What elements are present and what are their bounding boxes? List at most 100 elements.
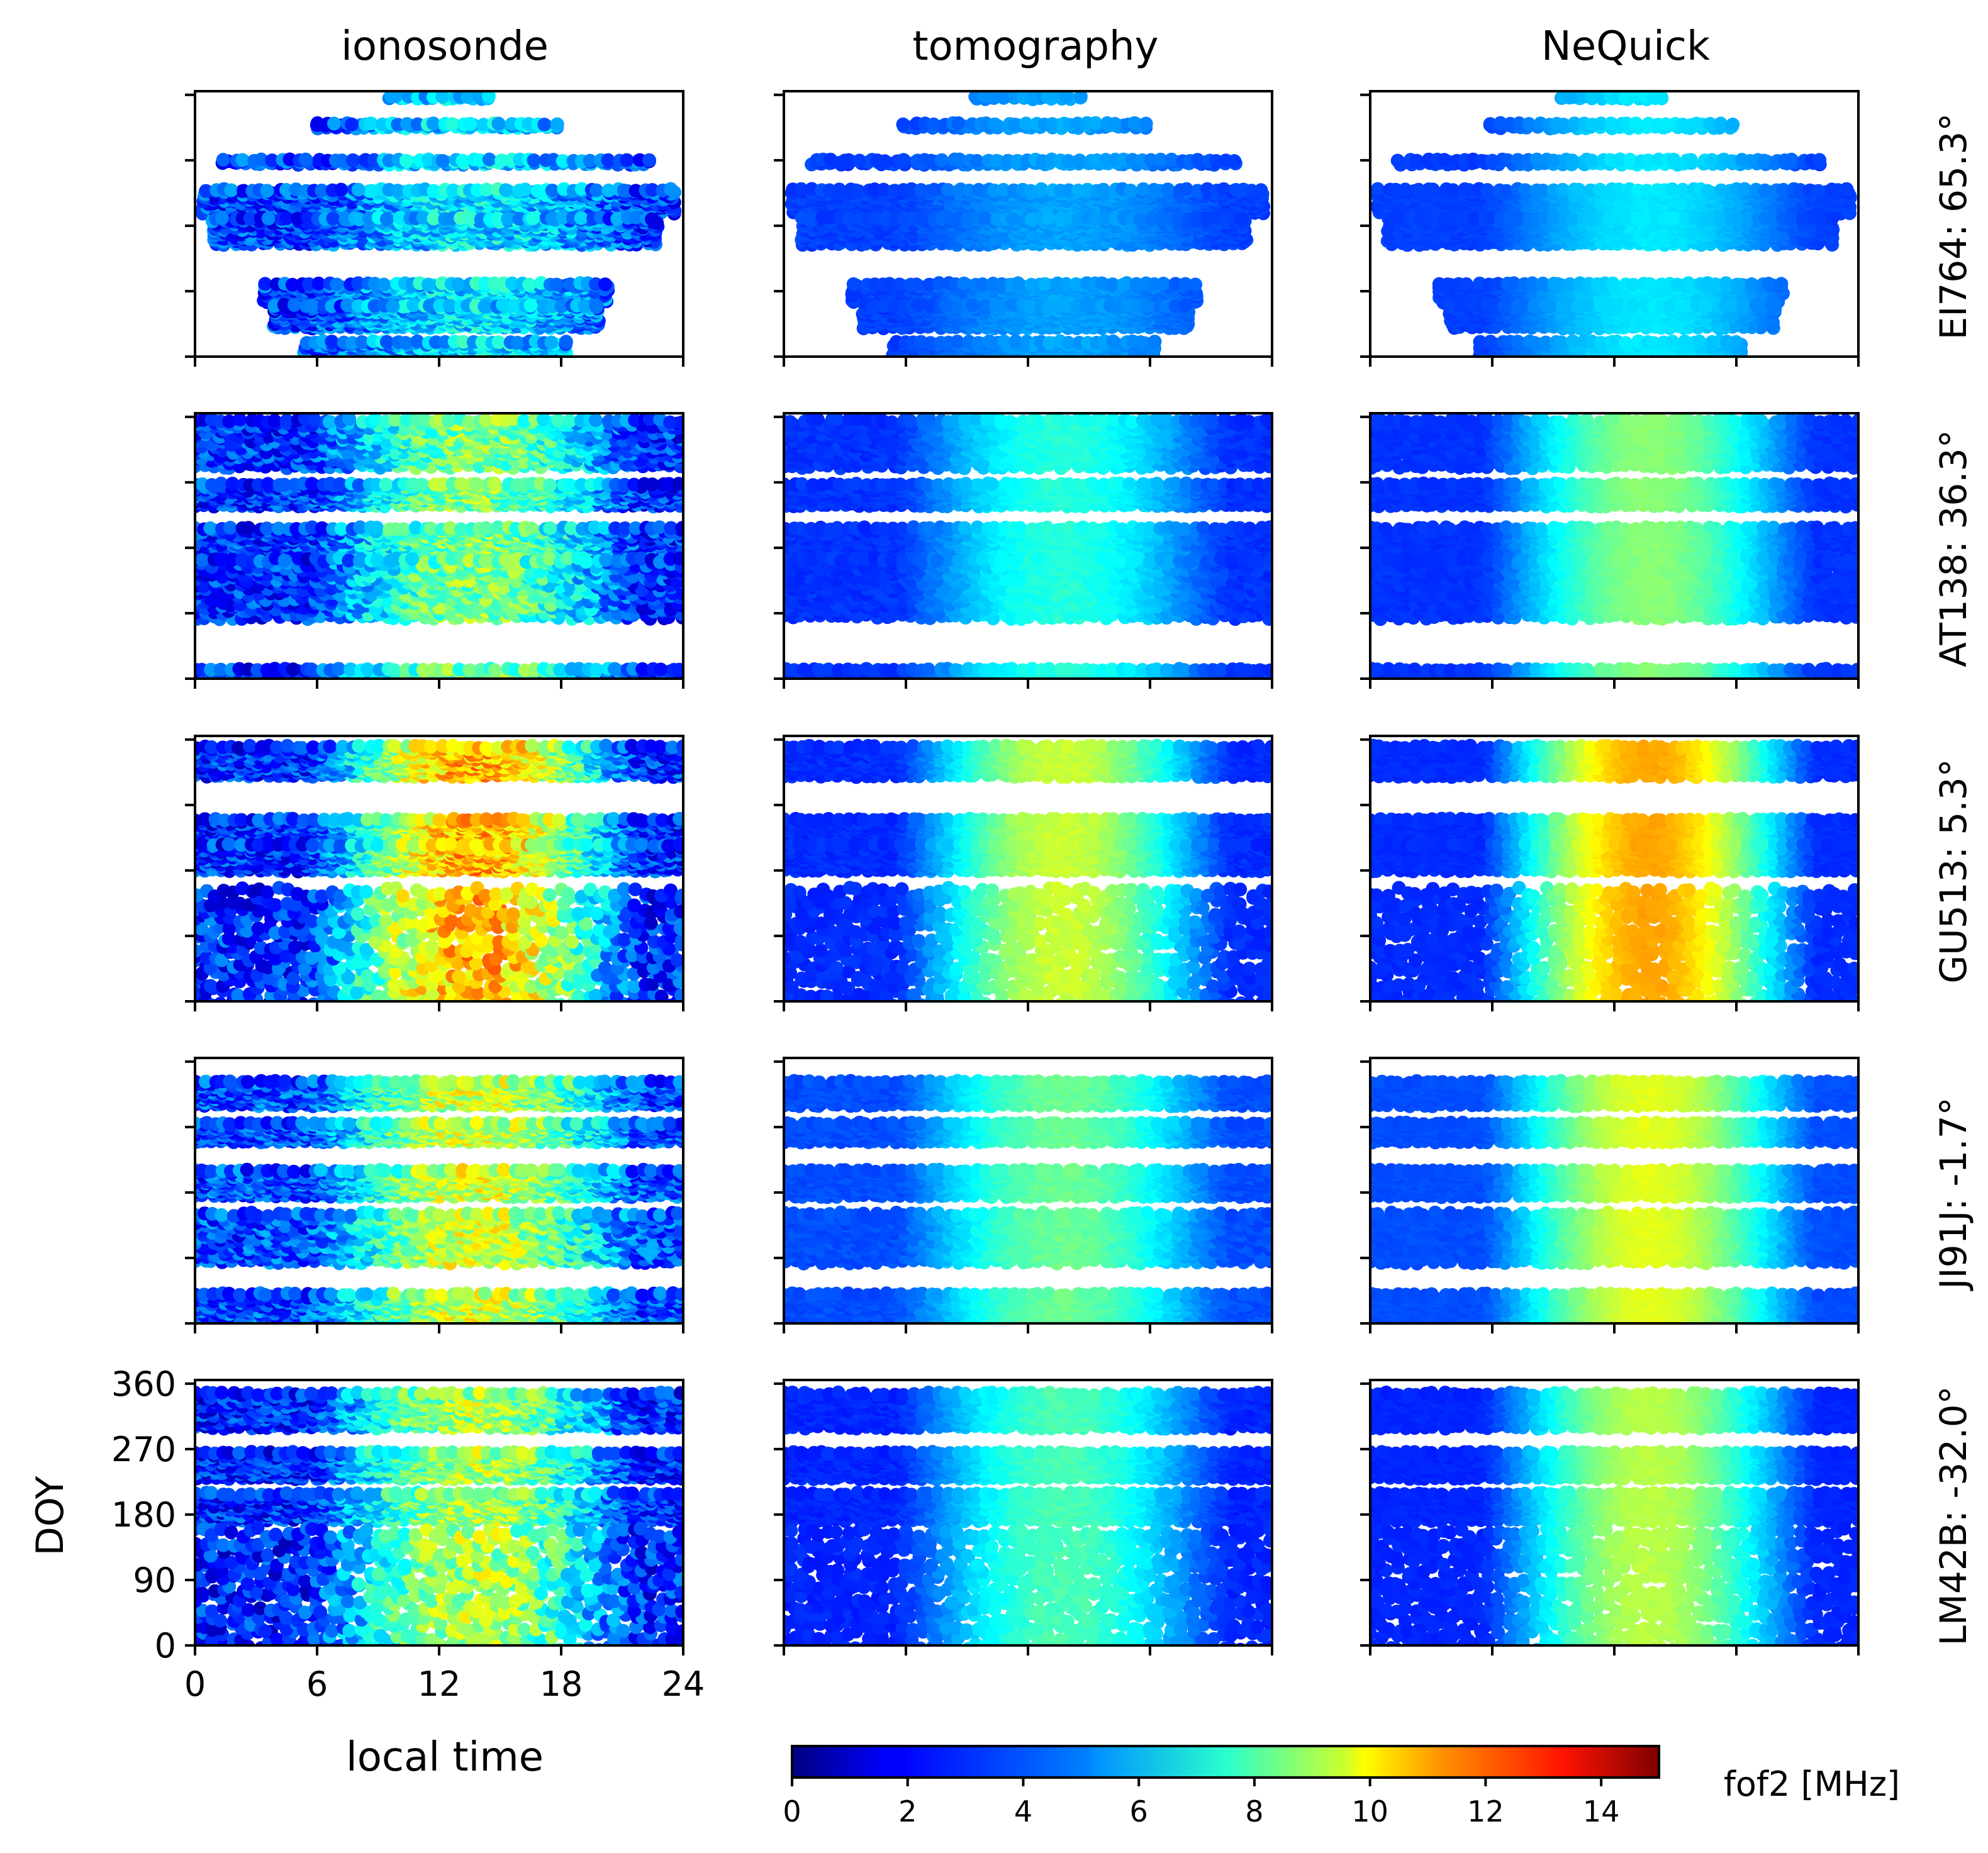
station-label-gu513: GU513: 5.3° [1932, 759, 1975, 983]
data-point [1188, 277, 1202, 291]
data-point [1006, 212, 1020, 226]
data-point [436, 154, 450, 168]
data-point [427, 116, 440, 130]
data-point [499, 183, 513, 197]
data-point [262, 211, 276, 225]
station-label-ji91j: JI91J: -1.7° [1932, 1097, 1975, 1291]
data-point [978, 211, 991, 225]
data-point [878, 154, 892, 168]
data-point [914, 183, 928, 197]
data-point [960, 212, 974, 226]
data-point [522, 277, 536, 291]
data-point [935, 153, 949, 167]
data-point [952, 116, 966, 130]
column-title-tomography: tomography [913, 23, 1159, 70]
data-point [1217, 182, 1231, 196]
data-point [910, 277, 924, 291]
data-point [377, 277, 391, 291]
data-point [325, 335, 339, 348]
panel-ionosonde-1 [185, 89, 683, 367]
column-title-nequick: NeQuick [1541, 23, 1710, 70]
data-point [1124, 184, 1137, 198]
data-point [1191, 153, 1205, 167]
data-point [537, 118, 551, 131]
data-point [334, 183, 348, 197]
data-point [399, 154, 413, 168]
data-point [550, 278, 564, 292]
data-point [216, 153, 230, 167]
data-point [941, 183, 955, 197]
data-point [288, 298, 301, 312]
data-point [527, 153, 541, 167]
data-point [1235, 212, 1249, 226]
data-point [664, 182, 678, 196]
data-point [1139, 117, 1153, 131]
data-point [915, 212, 929, 226]
station-label-ei764: EI764: 65.3° [1932, 113, 1975, 340]
data-point [1156, 277, 1170, 291]
data-point [544, 336, 558, 350]
scatter-points [785, 89, 1271, 364]
panel-tomography-1 [774, 89, 1272, 367]
data-point [849, 184, 863, 198]
data-point [896, 153, 910, 167]
scatter-points [195, 89, 681, 365]
data-point [511, 336, 525, 350]
data-point [550, 118, 564, 131]
data-point [824, 153, 837, 167]
data-point [598, 277, 612, 291]
data-point [1097, 183, 1110, 197]
data-point [386, 299, 399, 313]
data-point [645, 213, 659, 226]
data-point [518, 182, 532, 196]
data-point [1046, 117, 1059, 131]
data-point [1133, 212, 1147, 226]
data-point [642, 153, 656, 167]
data-point [988, 118, 1002, 131]
data-point [399, 336, 413, 350]
data-point [589, 299, 603, 313]
data-point [896, 118, 910, 131]
data-point [1254, 183, 1268, 197]
station-label-at138: AT138: 36.3° [1932, 430, 1975, 667]
data-point [559, 335, 573, 348]
data-point [1011, 276, 1025, 290]
data-point [1161, 182, 1175, 196]
data-point [524, 299, 538, 313]
data-point [1227, 154, 1241, 168]
data-point [491, 117, 505, 131]
data-point [380, 213, 394, 226]
data-point [1108, 117, 1122, 131]
data-point [464, 117, 477, 131]
data-point [507, 299, 521, 313]
data-point [345, 118, 359, 131]
data-point [1038, 277, 1052, 291]
data-point [260, 184, 274, 198]
data-point [330, 277, 343, 291]
data-point [589, 184, 603, 198]
data-point [352, 183, 366, 197]
data-point [847, 277, 861, 291]
data-point [526, 211, 540, 225]
data-point [483, 153, 496, 167]
data-point [327, 116, 341, 130]
data-point [957, 277, 971, 291]
data-point [492, 335, 506, 349]
column-title-ionosonde: ionosonde [341, 23, 549, 70]
data-point [1190, 211, 1203, 225]
data-point [574, 211, 588, 225]
data-point [445, 117, 459, 131]
data-point [326, 212, 340, 226]
data-point [215, 211, 229, 225]
data-point [299, 153, 313, 167]
data-point [225, 183, 238, 197]
data-point [620, 153, 634, 167]
data-point [451, 277, 465, 291]
data-point [422, 277, 435, 291]
data-point [852, 153, 866, 167]
data-point [1042, 211, 1056, 225]
data-point [477, 299, 491, 313]
data-point [545, 184, 559, 198]
